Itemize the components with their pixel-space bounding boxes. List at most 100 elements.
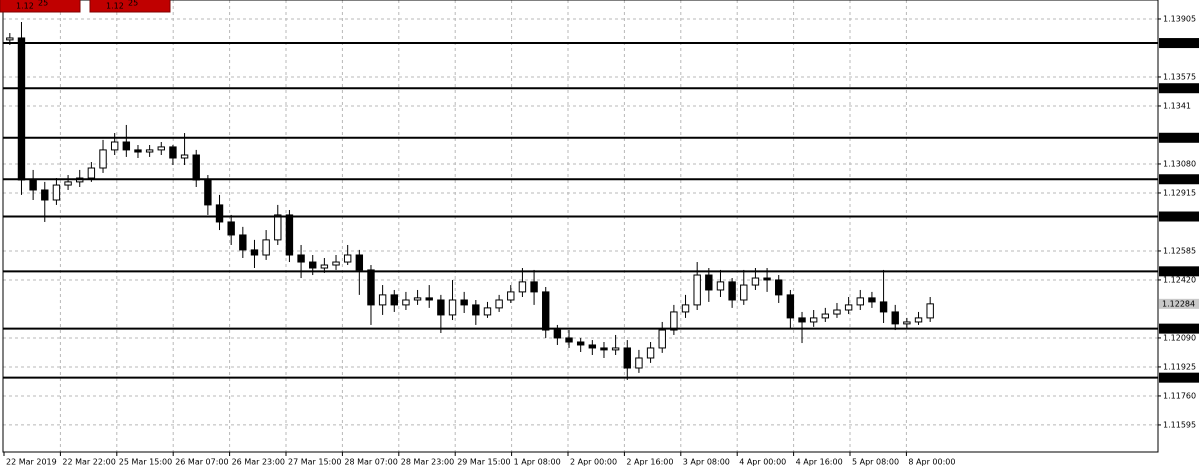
level-label-box — [1159, 372, 1199, 383]
candle-body — [309, 261, 317, 269]
candle-body — [716, 281, 725, 291]
candle-body — [856, 297, 864, 306]
y-tick-label: 1.13905 — [1163, 14, 1196, 23]
level-label: 1.12781 — [1162, 212, 1195, 221]
candle-body — [798, 317, 806, 323]
candle-body — [600, 347, 608, 351]
candle-body — [169, 146, 177, 159]
candle-body — [448, 299, 457, 316]
candle-body — [297, 254, 305, 263]
y-tick-label: 1.13575 — [1163, 72, 1196, 81]
candle-body — [215, 204, 224, 223]
trade-button-bg — [0, 0, 81, 13]
candle-body — [879, 301, 888, 313]
y-tick-label: 1.11595 — [1163, 420, 1196, 429]
current-price-label: 1.12284 — [1162, 299, 1195, 308]
level-label: 1.13229 — [1162, 133, 1195, 142]
candle-body — [425, 297, 433, 301]
y-tick-label: 1.12420 — [1163, 275, 1196, 284]
x-tick-label: 29 Mar 15:00 — [457, 458, 510, 467]
x-tick-label: 3 Apr 08:00 — [683, 458, 730, 467]
x-tick-label: 4 Apr 00:00 — [739, 458, 786, 467]
candle-body — [192, 154, 200, 181]
candle-body — [274, 214, 282, 241]
candle-body — [332, 261, 340, 266]
candle-body — [868, 297, 876, 303]
candle-body — [472, 304, 480, 316]
candle-body — [413, 297, 422, 301]
candle-body — [530, 281, 538, 293]
y-tick-label: 1.11760 — [1163, 391, 1196, 400]
x-tick-label: 8 Apr 00:00 — [908, 458, 955, 467]
candle-body — [29, 179, 37, 191]
candle-body — [6, 37, 14, 41]
candle-body — [378, 294, 387, 306]
candle-body — [180, 154, 189, 159]
candle-body — [483, 307, 492, 316]
candle-body — [670, 311, 678, 331]
candle-body — [786, 294, 795, 319]
candle-body — [611, 347, 620, 351]
level-label: 1.11864 — [1162, 373, 1195, 382]
candle-body — [110, 141, 119, 151]
x-tick-label: 22 Mar 22:00 — [62, 458, 115, 467]
candle-body — [542, 291, 550, 331]
candle-body — [833, 309, 841, 315]
candle-body — [658, 329, 666, 349]
candle-body — [495, 299, 503, 309]
candle-body — [17, 37, 26, 181]
candle-body — [64, 181, 72, 186]
x-tick-label: 26 Mar 07:00 — [175, 458, 228, 467]
x-tick-label: 22 Mar 2019 — [6, 458, 57, 467]
candle-body — [821, 313, 830, 319]
candle-body — [507, 291, 515, 301]
level-label-box — [1159, 266, 1199, 277]
candle-body — [390, 294, 398, 306]
candle-body — [343, 254, 352, 263]
candle-body — [204, 179, 212, 206]
candle-body — [751, 277, 760, 286]
level-label: 1.13511 — [1162, 84, 1195, 93]
y-tick-label: 1.11925 — [1163, 362, 1196, 371]
x-tick-label: 26 Mar 23:00 — [232, 458, 285, 467]
candle-body — [553, 329, 562, 339]
trade-button-prefix: 1.12 — [106, 2, 124, 11]
candle-body — [728, 281, 736, 301]
candle-body — [635, 357, 643, 369]
candle-body — [320, 264, 329, 269]
candle-body — [250, 249, 259, 256]
candle-body — [239, 234, 247, 251]
level-label: 1.12993 — [1162, 175, 1195, 184]
y-tick-label: 1.12585 — [1163, 246, 1196, 255]
level-label-box — [1159, 211, 1199, 222]
candle-body — [227, 221, 235, 236]
candle-body — [437, 299, 445, 316]
trade-button[interactable]: 1.12 25 — [89, 0, 171, 13]
candle-body — [844, 304, 853, 311]
candle-body — [588, 344, 597, 349]
candle-body — [903, 321, 911, 325]
level-label: 1.13768 — [1162, 39, 1195, 48]
x-tick-label: 1 Apr 08:00 — [514, 458, 561, 467]
candle-body — [565, 337, 573, 343]
candle-body — [518, 281, 527, 293]
candle-body — [285, 214, 294, 256]
candle-body — [134, 149, 142, 153]
x-tick-label: 2 Apr 16:00 — [626, 458, 673, 467]
candle-body — [623, 347, 631, 369]
candle-body — [460, 299, 468, 306]
y-tick-label: 1.1341 — [1163, 101, 1191, 110]
level-label: 1.12469 — [1162, 267, 1195, 276]
trade-button[interactable]: 1.12 25 — [0, 0, 81, 13]
candle-body — [809, 317, 818, 323]
candle-body — [355, 254, 364, 271]
candle-body — [52, 184, 61, 201]
y-tick-label: 1.13080 — [1163, 159, 1196, 168]
current-price-box — [1159, 298, 1199, 309]
candle-body — [681, 304, 690, 313]
candle-body — [705, 274, 713, 291]
y-tick-label: 1.12090 — [1163, 333, 1196, 342]
candle-body — [914, 317, 923, 323]
trade-button-bg — [89, 0, 171, 13]
